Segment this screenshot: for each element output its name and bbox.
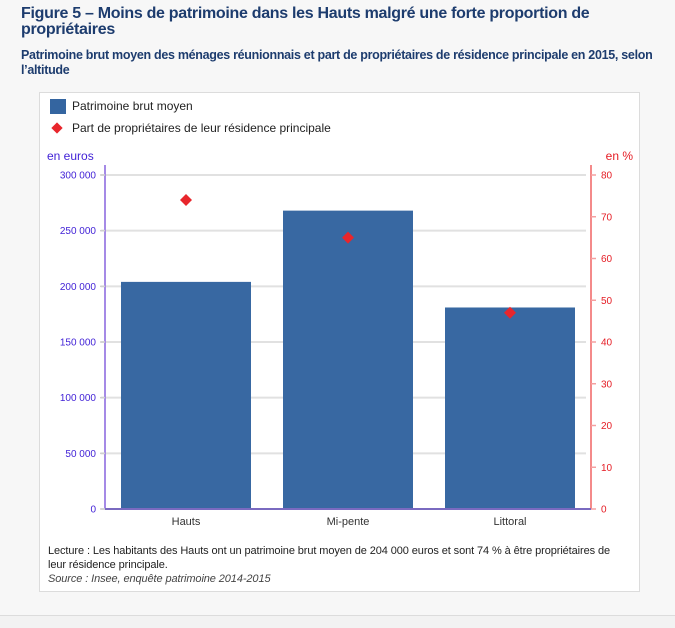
- chart-notes: Lecture : Les habitants des Hauts ont un…: [48, 544, 623, 586]
- right-tick-label: 70: [601, 212, 613, 223]
- left-tick-label: 300 000: [60, 171, 97, 182]
- bar-mi-pente[interactable]: [283, 210, 413, 510]
- legend-item-proprietaires[interactable]: Part de propriétaires de leur résidence …: [50, 120, 331, 136]
- left-tick-label: 150 000: [60, 338, 97, 349]
- right-tick-label: 50: [601, 296, 613, 307]
- page-separator: [0, 615, 675, 628]
- left-tick-label: 250 000: [60, 226, 97, 237]
- legend-item-patrimoine[interactable]: Patrimoine brut moyen: [50, 98, 193, 114]
- figure-title: Figure 5 – Moins de patrimoine dans les …: [21, 5, 590, 38]
- left-tick-label: 100 000: [60, 393, 97, 404]
- lecture-note: Lecture : Les habitants des Hauts ont un…: [48, 545, 610, 571]
- right-tick-label: 30: [601, 379, 613, 390]
- right-tick-label: 40: [601, 338, 613, 349]
- diamond-marker-icon: [50, 121, 66, 136]
- legend-label: Patrimoine brut moyen: [72, 99, 193, 113]
- figure-subtitle: Patrimoine brut moyen des ménages réunio…: [21, 48, 653, 77]
- left-tick-label: 200 000: [60, 282, 97, 293]
- right-tick-label: 60: [601, 254, 613, 265]
- right-tick-label: 80: [601, 171, 613, 182]
- x-tick-label: Hauts: [172, 516, 201, 528]
- chart-card: 0 50 000 100 000 150 000 200 000 250 000 300 0…: [39, 92, 640, 592]
- right-tick-label: 10: [601, 463, 613, 474]
- bar-littoral[interactable]: [445, 307, 575, 509]
- x-tick-label: Littoral: [493, 516, 526, 528]
- left-tick-label: 50 000: [65, 449, 96, 460]
- right-tick-label: 20: [601, 421, 613, 432]
- bar-swatch-icon: [50, 98, 66, 114]
- left-axis-title: en euros: [47, 149, 94, 163]
- bar-hauts[interactable]: [121, 281, 251, 509]
- diamond-hauts[interactable]: [180, 194, 192, 207]
- left-tick-label: 0: [90, 505, 96, 516]
- diamond-littoral[interactable]: [504, 306, 516, 319]
- right-tick-label: 0: [601, 505, 607, 516]
- right-axis-title: en %: [605, 149, 633, 163]
- x-tick-label: Mi-pente: [327, 516, 370, 528]
- diamond-mi-pente[interactable]: [342, 231, 354, 244]
- legend-label: Part de propriétaires de leur résidence …: [72, 121, 331, 135]
- chart-plot: 0 50 000 100 000 150 000 200 000 250 000 300 0…: [60, 165, 613, 528]
- source-note: Source : Insee, enquête patrimoine 2014-…: [48, 573, 271, 585]
